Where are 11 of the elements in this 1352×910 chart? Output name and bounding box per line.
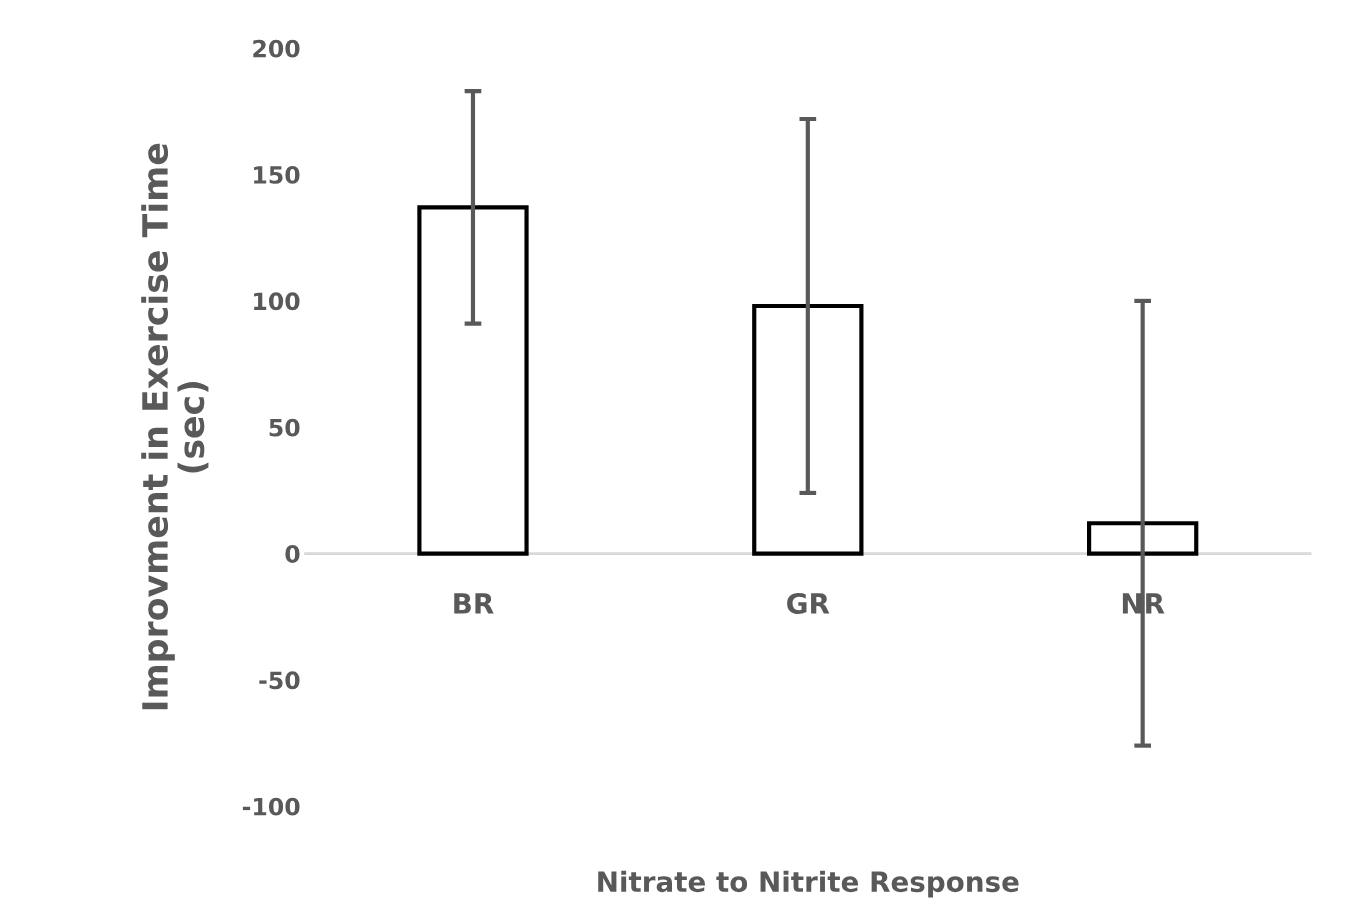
y-tick-label: 150 — [254, 166, 300, 184]
y-tick-label: 200 — [253, 39, 300, 58]
y-tick-label: -100 — [242, 797, 300, 816]
y-axis-title: Improvment in Exercise Time (sec) — [141, 143, 209, 710]
x-axis-title: Nitrate to Nitrite Response — [598, 870, 1019, 898]
y-tick-label: 50 — [269, 418, 300, 437]
x-tick-label: GR — [787, 592, 830, 614]
x-tick-label: BR — [454, 593, 494, 614]
y-tick-label: 0 — [285, 545, 300, 563]
y-tick-label: 100 — [254, 292, 300, 311]
y-tick-label: -50 — [259, 671, 300, 690]
